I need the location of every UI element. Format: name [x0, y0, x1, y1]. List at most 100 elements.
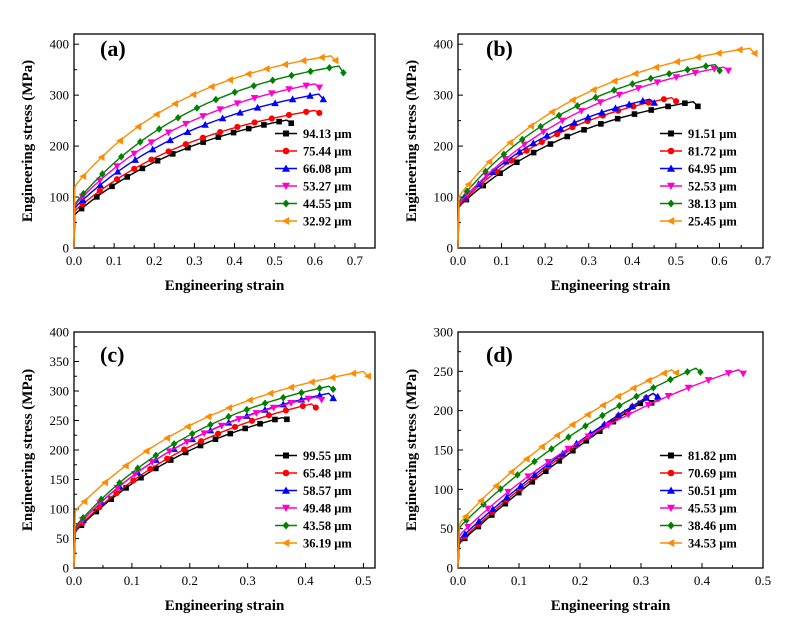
y-tick-label: 400	[50, 37, 70, 52]
data-point	[544, 458, 552, 466]
series-line	[457, 398, 653, 569]
data-point	[631, 69, 639, 78]
data-point	[189, 90, 197, 99]
data-point	[488, 512, 495, 518]
data-point	[204, 412, 212, 421]
legend-marker	[281, 164, 291, 172]
data-point	[134, 122, 142, 131]
y-tick-label: 100	[434, 190, 454, 205]
data-point	[217, 422, 226, 430]
data-point	[124, 174, 130, 180]
data-point	[147, 139, 156, 147]
data-point	[182, 141, 189, 148]
data-point	[78, 205, 85, 212]
data-point	[182, 449, 189, 456]
data-point	[485, 158, 493, 166]
data-point	[556, 125, 565, 132]
data-point	[113, 167, 122, 175]
legend-marker	[666, 216, 675, 226]
legend-entry: 52.53 μm	[688, 180, 737, 194]
x-tick-label: 0.0	[450, 573, 466, 588]
data-point	[302, 82, 310, 90]
data-point	[298, 388, 305, 397]
data-point	[165, 448, 174, 456]
data-point	[109, 183, 115, 190]
data-point	[364, 372, 371, 381]
data-point	[724, 370, 733, 377]
data-point	[271, 99, 279, 107]
data-point	[328, 373, 336, 382]
data-point	[684, 65, 691, 74]
series-0: 91.51 μm	[457, 100, 737, 249]
data-point	[484, 505, 492, 513]
series-line	[73, 65, 344, 249]
data-point	[547, 141, 554, 147]
y-tick-label: 0	[63, 241, 70, 256]
data-point	[555, 111, 563, 120]
data-point	[288, 71, 295, 80]
panel-label: (a)	[100, 36, 126, 61]
x-tick-label: 0.3	[186, 253, 202, 268]
data-point	[515, 147, 524, 155]
legend-entry: 70.69 μm	[688, 467, 737, 481]
legend-marker	[668, 130, 674, 137]
data-point	[326, 63, 333, 72]
data-point	[631, 111, 638, 117]
legend-marker	[281, 182, 291, 191]
data-point	[583, 438, 590, 444]
legend-entry: 53.27 μm	[303, 180, 352, 194]
series-line	[457, 392, 659, 569]
data-point	[507, 468, 515, 476]
y-tick-label: 200	[50, 139, 70, 154]
data-point	[584, 113, 592, 121]
data-point	[171, 99, 178, 108]
data-point	[548, 445, 555, 453]
plot-frame	[73, 33, 376, 249]
legend-marker	[282, 521, 290, 530]
x-tick-label: 0.3	[581, 253, 597, 268]
data-point	[340, 68, 347, 77]
data-point	[234, 123, 241, 131]
data-point	[131, 165, 138, 172]
y-tick-label: 100	[50, 502, 70, 517]
data-point	[285, 111, 293, 119]
data-point	[155, 125, 163, 133]
data-point	[714, 49, 722, 57]
data-point	[614, 392, 622, 401]
data-point	[227, 430, 234, 437]
data-point	[113, 176, 121, 183]
data-point	[164, 455, 171, 462]
data-point	[502, 500, 509, 507]
data-point	[257, 420, 263, 427]
legend-marker	[283, 452, 289, 459]
x-tick-label: 0.1	[511, 573, 527, 588]
x-tick-label: 0.5	[267, 253, 283, 268]
y-tick-label: 400	[50, 325, 70, 340]
data-point	[207, 420, 214, 429]
data-point	[268, 90, 276, 98]
x-tick-label: 0.4	[297, 573, 314, 588]
data-point	[461, 530, 469, 538]
data-point	[118, 153, 125, 161]
series-line	[457, 96, 677, 249]
data-point	[527, 122, 535, 130]
data-point	[542, 468, 549, 475]
data-point	[225, 412, 232, 421]
data-point	[492, 482, 500, 490]
data-point	[564, 445, 573, 453]
data-point	[148, 459, 156, 466]
data-point	[653, 79, 662, 87]
legend-entry: 81.72 μm	[688, 145, 737, 159]
data-point	[477, 496, 484, 505]
data-point	[598, 108, 606, 116]
legend-marker	[666, 538, 675, 548]
data-point	[244, 70, 252, 78]
data-point	[564, 133, 571, 140]
data-point	[137, 138, 144, 146]
x-tick-label: 0.4	[694, 573, 711, 588]
data-point	[287, 383, 295, 392]
series-line	[457, 47, 756, 249]
x-tick-label: 0.5	[668, 253, 684, 268]
series-1: 81.72 μm	[457, 96, 737, 249]
